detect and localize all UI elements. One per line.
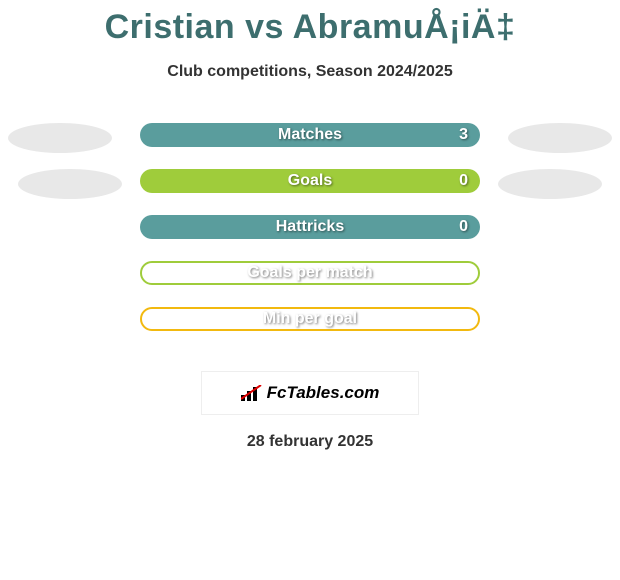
badge-text: FcTables.com [241, 383, 380, 403]
ellipse-right [508, 123, 612, 153]
stat-value: 0 [459, 218, 468, 236]
stats-rows: Matches 3 Goals 0 Hattricks 0 Goals per match M… [0, 123, 620, 353]
stat-bar: Matches 3 [140, 123, 480, 147]
fctables-badge: FcTables.com [201, 371, 419, 415]
page-title: Cristian vs AbramuÅ¡iÄ‡ [0, 0, 620, 47]
stat-row: Min per goal [0, 307, 620, 353]
stat-label: Goals per match [247, 264, 372, 282]
stat-bar: Goals per match [140, 261, 480, 285]
ellipse-left [8, 123, 112, 153]
stat-bar: Min per goal [140, 307, 480, 331]
date-text: 28 february 2025 [0, 433, 620, 451]
page-subtitle: Club competitions, Season 2024/2025 [0, 63, 620, 81]
badge-label: FcTables.com [267, 383, 380, 403]
stat-label: Hattricks [276, 218, 344, 236]
ellipse-left [18, 169, 122, 199]
stat-bar: Hattricks 0 [140, 215, 480, 239]
stat-value: 3 [459, 126, 468, 144]
stat-label: Goals [288, 172, 332, 190]
stat-bar: Goals 0 [140, 169, 480, 193]
ellipse-right [498, 169, 602, 199]
stat-row: Matches 3 [0, 123, 620, 169]
stat-label: Min per goal [263, 310, 357, 328]
bars-icon [241, 385, 263, 401]
stat-value: 0 [459, 172, 468, 190]
stat-label: Matches [278, 126, 342, 144]
stat-row: Hattricks 0 [0, 215, 620, 261]
stat-row: Goals per match [0, 261, 620, 307]
stat-row: Goals 0 [0, 169, 620, 215]
